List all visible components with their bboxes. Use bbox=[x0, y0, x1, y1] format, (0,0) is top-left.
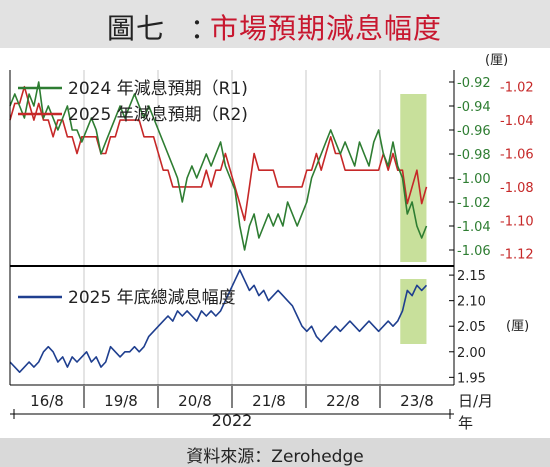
y-bottom-tick-label: 2.15 bbox=[457, 269, 486, 284]
source-label: 資料來源：Zerohedge bbox=[186, 447, 364, 467]
y-right-tick-label: -1.04 bbox=[500, 114, 534, 129]
chart-title: 市場預期減息幅度 bbox=[210, 12, 443, 45]
title-colon: ： bbox=[190, 12, 219, 45]
x-tick-label: 16/8 bbox=[30, 392, 64, 410]
series-line-r1 bbox=[9, 81, 428, 251]
y-left-tick-label: -1.00 bbox=[457, 172, 491, 187]
y-left-tick-label: -1.06 bbox=[457, 244, 491, 259]
y-bottom-tick-label: 2.00 bbox=[457, 346, 486, 361]
y-bottom-tick-label: 2.05 bbox=[457, 320, 486, 335]
y-bottom-tick-label: 1.95 bbox=[457, 371, 486, 386]
year-label: 2022 bbox=[212, 411, 253, 430]
y-left-tick-label: -0.96 bbox=[457, 124, 491, 139]
x-tick-label: 23/8 bbox=[400, 392, 434, 410]
unit-label-top: (厘) bbox=[485, 53, 508, 68]
x-axis-suffix: 日/月 bbox=[458, 392, 493, 410]
y-left-tick-label: -0.94 bbox=[457, 100, 491, 115]
y-left-tick-label: -0.92 bbox=[457, 76, 491, 91]
title-bar: 圖七 ： 市場預期減息幅度 bbox=[0, 0, 550, 48]
y-right-tick-label: -1.02 bbox=[500, 81, 534, 96]
y-right-tick-label: -1.06 bbox=[500, 147, 534, 162]
x-tick-label: 19/8 bbox=[104, 392, 138, 410]
y-right-tick-label: -1.08 bbox=[500, 181, 534, 196]
legend-label-r1: 2024 年減息預期（R1) bbox=[68, 79, 248, 99]
rate-cut-chart: 16/8 19/8 20/8 21/8 22/8 23/8-0.92-0.94-0.96-… bbox=[9, 53, 534, 432]
footer-bar: 資料來源：Zerohedge bbox=[0, 438, 550, 467]
highlight-region bbox=[400, 94, 427, 262]
x-tick-label: 22/8 bbox=[326, 392, 360, 410]
series-line-total bbox=[9, 269, 428, 374]
y-left-tick-label: -1.02 bbox=[457, 196, 491, 211]
y-left-tick-label: -1.04 bbox=[457, 220, 491, 235]
y-right-tick-label: -1.12 bbox=[500, 248, 534, 263]
x-axis-year-suffix: 年 bbox=[458, 414, 473, 432]
series-line-r2 bbox=[9, 85, 428, 222]
legend-label-total: 2025 年底總減息幅度 bbox=[68, 288, 236, 308]
y-left-tick-label: -0.98 bbox=[457, 148, 491, 163]
x-tick-label: 20/8 bbox=[178, 392, 212, 410]
figure-label: 圖七 bbox=[107, 12, 166, 45]
y-bottom-tick-label: 2.10 bbox=[457, 295, 486, 310]
unit-label-bottom: (厘) bbox=[506, 319, 529, 334]
y-right-tick-label: -1.10 bbox=[500, 214, 534, 229]
legend-label-r2: 2025 年減息預期（R2) bbox=[68, 105, 248, 125]
x-tick-label: 21/8 bbox=[252, 392, 286, 410]
